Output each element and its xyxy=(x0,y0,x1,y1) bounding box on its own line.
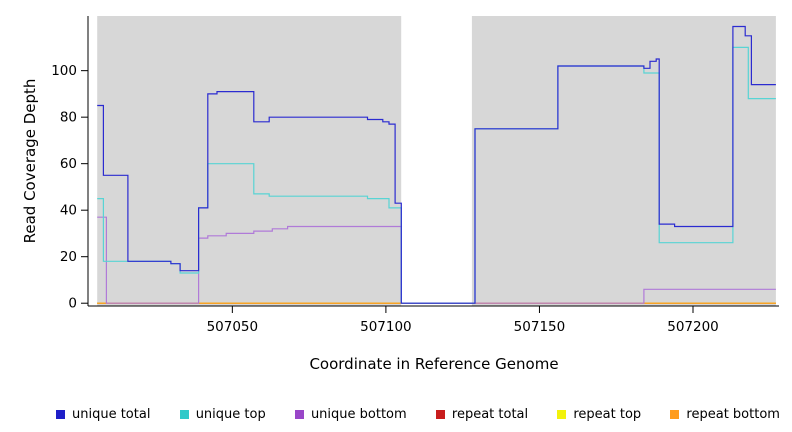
legend-swatch xyxy=(435,410,445,419)
y-axis-title: Read Coverage Depth xyxy=(21,78,39,244)
legend: unique total unique top unique bottom repea… xyxy=(56,407,780,422)
x-tick-label: 507150 xyxy=(514,319,566,335)
legend-swatch xyxy=(670,410,680,419)
legend-label: repeat total xyxy=(451,407,529,422)
legend-swatch xyxy=(179,410,189,419)
legend-swatch xyxy=(557,410,567,419)
x-tick-label: 507050 xyxy=(207,319,259,335)
shaded-region xyxy=(471,16,776,306)
y-tick-label: 40 xyxy=(60,203,77,219)
y-tick-label: 100 xyxy=(51,63,77,79)
legend-label: repeat bottom xyxy=(686,407,780,422)
x-tick-label: 507200 xyxy=(667,319,719,335)
legend-label: unique bottom xyxy=(310,407,407,422)
x-tick-label: 507100 xyxy=(360,319,412,335)
series-line-unique-total xyxy=(97,25,776,304)
legend-item-repeat-total: repeat total xyxy=(435,407,529,422)
shaded-region xyxy=(97,16,402,306)
legend-label: unique top xyxy=(195,407,266,422)
legend-item-unique-total: unique total xyxy=(56,407,150,422)
legend-item-repeat-bottom: repeat bottom xyxy=(670,407,780,422)
legend-item-unique-bottom: unique bottom xyxy=(294,407,407,422)
y-tick-label: 0 xyxy=(68,296,77,312)
legend-item-repeat-top: repeat top xyxy=(557,407,641,422)
legend-swatch xyxy=(294,410,304,419)
y-tick-label: 60 xyxy=(60,156,77,172)
x-axis-title: Coordinate in Reference Genome xyxy=(309,355,559,373)
y-tick-label: 80 xyxy=(60,110,77,126)
y-tick-label: 20 xyxy=(60,249,77,265)
legend-label: unique total xyxy=(72,407,151,422)
legend-swatch xyxy=(56,410,65,419)
legend-label: repeat top xyxy=(573,407,642,422)
legend-item-unique-top: unique top xyxy=(179,407,266,422)
